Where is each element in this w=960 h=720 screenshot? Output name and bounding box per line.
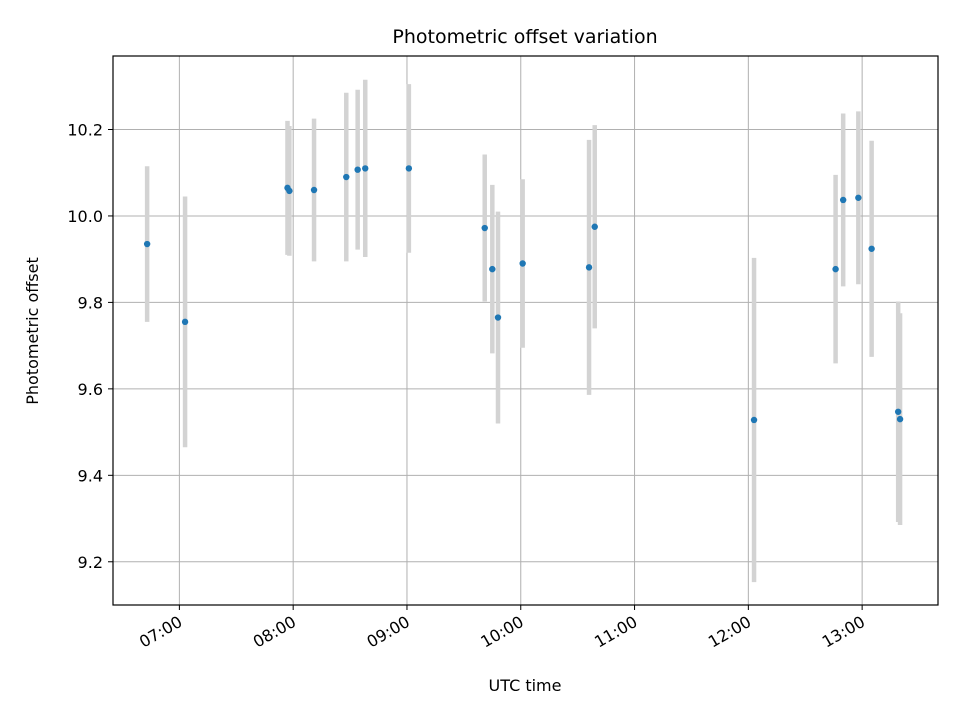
y-tick-label: 9.6 — [78, 380, 103, 399]
chart-title: Photometric offset variation — [392, 26, 657, 48]
y-tick-label: 10.2 — [67, 120, 103, 139]
data-point — [481, 224, 488, 232]
data-points — [143, 165, 904, 424]
data-point — [494, 314, 502, 321]
data-point — [839, 196, 847, 204]
y-axis-title: Photometric offset — [23, 257, 42, 405]
y-tick-label: 9.2 — [78, 553, 103, 572]
data-point — [832, 265, 839, 273]
data-point — [489, 265, 496, 273]
data-point — [519, 260, 526, 267]
grid — [113, 56, 938, 605]
x-axis-title: UTC time — [489, 676, 562, 695]
plot-frame — [112, 55, 939, 606]
data-point — [405, 165, 413, 172]
data-point — [286, 187, 293, 195]
data-point — [868, 245, 875, 252]
data-point — [750, 416, 758, 424]
y-tick-label: 10.0 — [67, 207, 103, 226]
y-axis: 9.2 9.4 9.6 9.8 10.0 10.2 — [67, 120, 113, 572]
data-point — [181, 318, 189, 326]
data-point — [362, 165, 369, 172]
data-point — [855, 194, 862, 201]
data-point — [894, 408, 902, 415]
y-tick-label: 9.4 — [78, 466, 103, 485]
data-point — [585, 264, 593, 271]
data-point — [310, 186, 318, 194]
y-tick-label: 9.8 — [78, 293, 103, 312]
data-point — [354, 166, 361, 173]
data-point — [591, 223, 598, 230]
data-point — [143, 240, 151, 248]
data-point — [896, 415, 904, 423]
data-point — [343, 173, 350, 181]
